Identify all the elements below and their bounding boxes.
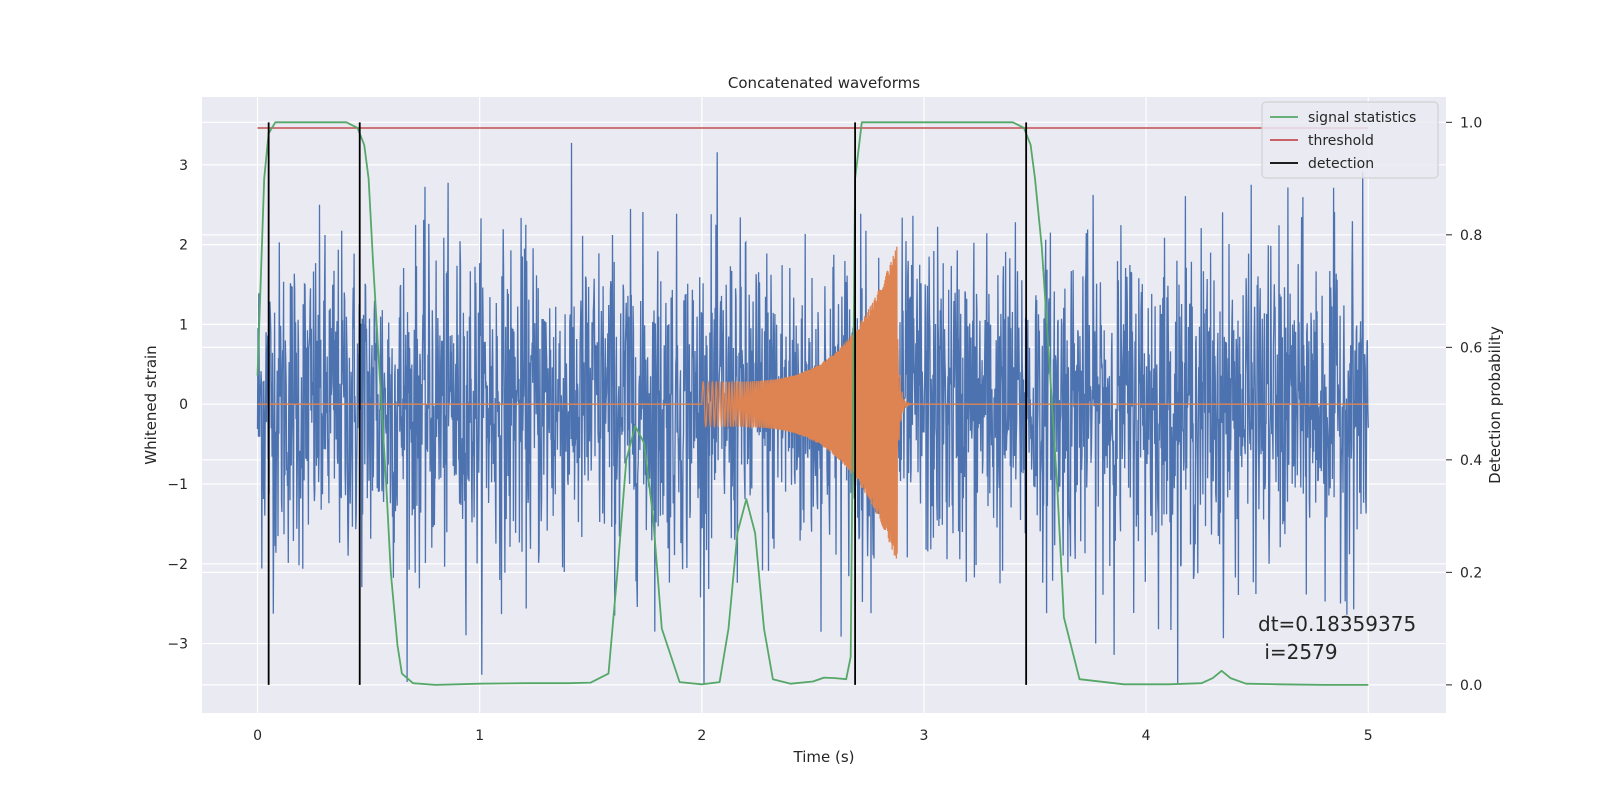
annotation-dt: dt=0.18359375 bbox=[1258, 612, 1416, 636]
x-tick-label: 1 bbox=[475, 728, 484, 744]
legend-box bbox=[1261, 101, 1439, 179]
y-tick-label: 3 bbox=[179, 158, 188, 174]
y-axis-label: Whitened strain bbox=[142, 345, 160, 464]
y2-tick-label: 0.6 bbox=[1460, 340, 1482, 356]
y2-axis-label: Detection probability bbox=[1486, 326, 1504, 484]
y2-tick-label: 0.4 bbox=[1460, 453, 1482, 469]
legend-label: detection bbox=[1308, 156, 1374, 172]
legend-label: signal statistics bbox=[1308, 110, 1416, 126]
chart-title: Concatenated waveforms bbox=[728, 74, 920, 92]
x-tick-label: 4 bbox=[1142, 728, 1151, 744]
y-tick-label: −1 bbox=[167, 477, 188, 493]
y2-tick-label: 0.2 bbox=[1460, 565, 1482, 581]
y-tick-label: −2 bbox=[167, 557, 188, 573]
ticks: 0 1 2 3 4 5 −3 −2 −1 0 1 2 3 0.0 0.2 0.4 0.6 0.8 1.0 bbox=[167, 115, 1482, 744]
legend: signal statistics threshold detection bbox=[1261, 101, 1439, 179]
x-tick-label: 3 bbox=[920, 728, 929, 744]
plot-series bbox=[256, 121, 1369, 686]
x-tick-label: 0 bbox=[253, 728, 262, 744]
x-tick-label: 2 bbox=[697, 728, 706, 744]
y2-tick-label: 1.0 bbox=[1460, 115, 1482, 131]
annotation-i: i=2579 bbox=[1258, 640, 1338, 664]
y-tick-label: −3 bbox=[167, 637, 188, 653]
y-tick-label: 0 bbox=[179, 397, 188, 413]
y2-tick-label: 0.8 bbox=[1460, 228, 1482, 244]
x-axis-label: Time (s) bbox=[793, 748, 855, 766]
series-signal-statistics bbox=[256, 121, 1369, 686]
y-tick-label: 2 bbox=[179, 238, 188, 254]
series-injected-signal bbox=[257, 246, 1369, 559]
y2-tick-label: 0.0 bbox=[1460, 678, 1482, 694]
legend-label: threshold bbox=[1308, 133, 1374, 149]
x-tick-label: 5 bbox=[1364, 728, 1373, 744]
y-tick-label: 1 bbox=[179, 317, 188, 333]
